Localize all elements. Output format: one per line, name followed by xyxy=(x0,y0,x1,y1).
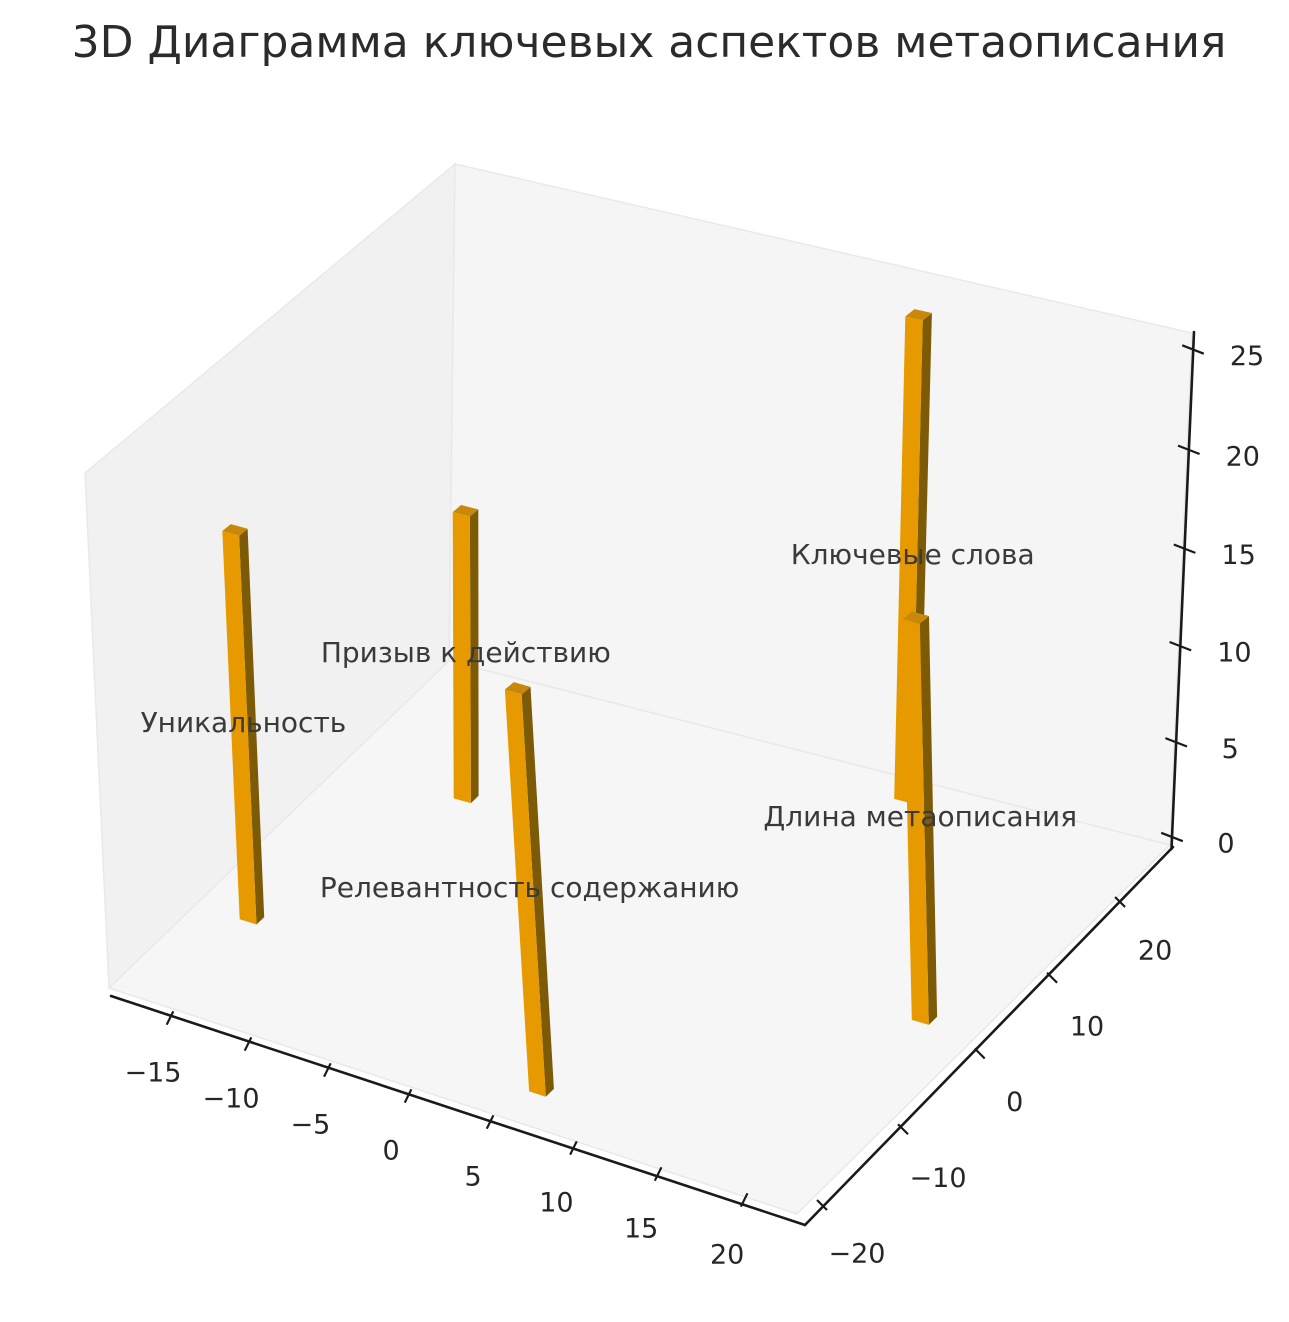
x-tick xyxy=(165,1010,175,1026)
x-tick xyxy=(243,1036,253,1052)
bar-top-face xyxy=(452,505,479,517)
bar-front-face xyxy=(452,512,471,804)
z-tick-label: 25 xyxy=(1230,341,1264,372)
bar-front-face xyxy=(222,531,257,925)
bar-label: Ключевые слова xyxy=(791,538,1035,571)
bar-label: Призыв к действию xyxy=(321,636,611,669)
x-tick-label: 20 xyxy=(710,1240,744,1271)
x-tick-label: 5 xyxy=(464,1162,481,1193)
bar-side-face xyxy=(919,616,938,1025)
z-tick xyxy=(1160,831,1184,843)
y-tick-label: 10 xyxy=(1070,1011,1104,1042)
z-tick-label: 0 xyxy=(1217,829,1234,860)
z-tick xyxy=(1165,737,1188,748)
y-tick xyxy=(1114,896,1126,908)
bar-side-face xyxy=(521,686,554,1097)
z-tick-label: 10 xyxy=(1217,638,1251,669)
bar-label: Длина метаописания xyxy=(763,800,1077,833)
z-tick xyxy=(1173,543,1196,554)
y-tick xyxy=(1046,971,1058,984)
chart-title: 3D Диаграмма ключевых аспектов метаописа… xyxy=(72,17,1227,68)
bar-front-face xyxy=(894,316,923,804)
z-tick-label: 15 xyxy=(1221,540,1255,571)
y-tick xyxy=(816,1199,828,1211)
x-tick xyxy=(569,1140,578,1156)
y-tick xyxy=(973,1047,986,1060)
z-tick-label: 5 xyxy=(1222,734,1239,765)
bar-front-face xyxy=(504,689,546,1097)
x-tick xyxy=(403,1088,413,1104)
z-axis-line xyxy=(1170,330,1196,851)
x-tick-label: −5 xyxy=(290,1110,330,1141)
bar-label: Релевантность содержанию xyxy=(320,871,739,904)
z-tick xyxy=(1169,640,1192,652)
y-tick xyxy=(897,1123,909,1136)
bar-top-face xyxy=(905,309,932,321)
y-tick-label: −10 xyxy=(910,1163,967,1194)
bar-top-face xyxy=(504,682,531,695)
bar-top-face xyxy=(902,611,929,624)
scene-3d: −15 −10 −5 0 5 10 15 20 −20 −10 0 10 20 0 5 10 15 20 25 Уни… xyxy=(84,162,1264,1271)
y-axis-line xyxy=(803,845,1175,1227)
x-tick-label: −15 xyxy=(125,1058,182,1089)
x-tick-label: −10 xyxy=(203,1084,260,1115)
bar-side-face xyxy=(239,528,265,925)
x-tick xyxy=(485,1114,495,1130)
bar-label: Уникальность xyxy=(141,706,347,739)
x-axis-line xyxy=(109,994,807,1227)
bar-side-face xyxy=(469,509,479,804)
x-tick-label: 10 xyxy=(539,1188,573,1219)
x-tick-label: 0 xyxy=(382,1136,399,1167)
x-tick xyxy=(323,1062,332,1078)
bar-front-face xyxy=(902,619,929,1025)
z-tick-label: 20 xyxy=(1226,441,1260,472)
x-tick xyxy=(739,1192,749,1208)
y-tick-label: −20 xyxy=(829,1239,886,1270)
y-tick-label: 20 xyxy=(1138,936,1172,967)
bar-top-face xyxy=(222,524,248,536)
z-tick xyxy=(1177,444,1200,456)
x-tick xyxy=(653,1166,663,1182)
z-tick xyxy=(1181,344,1205,355)
x-tick-label: 15 xyxy=(624,1214,658,1245)
y-tick-label: 0 xyxy=(1006,1087,1023,1118)
